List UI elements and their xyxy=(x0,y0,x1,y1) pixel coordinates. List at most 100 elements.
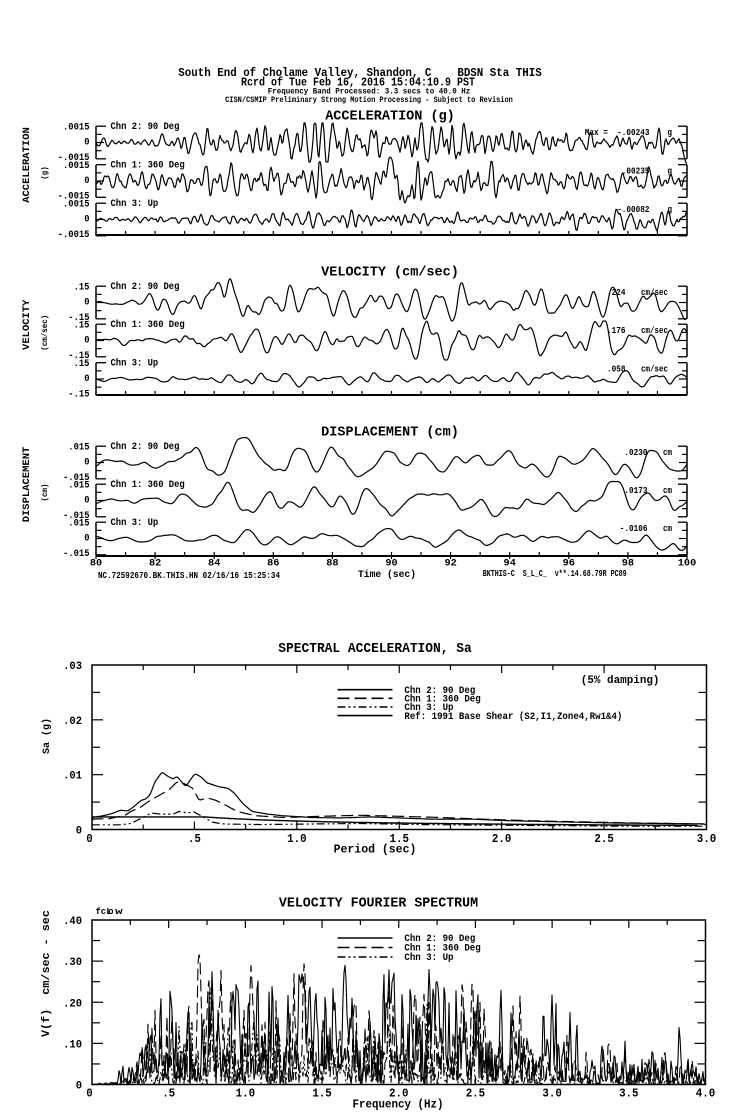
svg-text:2.5: 2.5 xyxy=(594,832,614,846)
svg-text:(5% damping): (5% damping) xyxy=(581,675,660,687)
svg-text:Chn 1: 360 Deg: Chn 1: 360 Deg xyxy=(111,319,185,331)
svg-text:86: 86 xyxy=(267,558,279,570)
svg-text:-.0015: -.0015 xyxy=(58,192,90,203)
svg-text:g: g xyxy=(668,204,673,215)
svg-text:-.015: -.015 xyxy=(63,549,90,560)
svg-text:VELOCITY (cm/sec): VELOCITY (cm/sec) xyxy=(321,266,459,281)
svg-text:1.0: 1.0 xyxy=(287,832,307,846)
svg-text:1.0: 1.0 xyxy=(236,1087,256,1101)
svg-text:.5: .5 xyxy=(188,832,201,846)
svg-text:BKTHIS-C S_L_C_ v**.14.68.79: BKTHIS-C S_L_C_ v**.14.68.79R PC89 xyxy=(483,569,627,579)
svg-text:.0015: .0015 xyxy=(63,161,90,172)
svg-text:Chn 1: 360 Deg: Chn 1: 360 Deg xyxy=(404,943,480,955)
svg-text:SPECTRAL ACCELERATION, Sa: SPECTRAL ACCELERATION, Sa xyxy=(278,642,472,657)
svg-text:-.0106: -.0106 xyxy=(620,523,648,534)
svg-text:Chn 1: 360 Deg: Chn 1: 360 Deg xyxy=(404,694,480,706)
svg-text:.015: .015 xyxy=(68,519,89,530)
svg-text:96: 96 xyxy=(563,558,575,570)
svg-text:0: 0 xyxy=(76,826,82,838)
svg-text:.03: .03 xyxy=(63,661,82,673)
svg-text:Chn 3: Up: Chn 3: Up xyxy=(111,198,159,210)
svg-text:-.00082: -.00082 xyxy=(617,204,650,215)
svg-text:92: 92 xyxy=(444,558,456,570)
svg-text:VELOCITY: VELOCITY xyxy=(21,299,33,350)
svg-text:Chn 3: Up: Chn 3: Up xyxy=(404,702,453,714)
svg-text:2.0: 2.0 xyxy=(389,1087,409,1101)
svg-text:.40: .40 xyxy=(63,916,82,928)
svg-text:fc: fc xyxy=(96,907,107,917)
svg-text:Period (sec): Period (sec) xyxy=(334,844,417,857)
svg-text:Time (sec): Time (sec) xyxy=(358,569,416,581)
svg-text:Frequency Band Processed: 3.3: Frequency Band Processed: 3.3 secs to 40… xyxy=(268,87,471,97)
svg-text:1.5: 1.5 xyxy=(390,832,410,846)
svg-text:-.015: -.015 xyxy=(63,473,90,484)
svg-text:cm/sec: cm/sec xyxy=(641,325,668,336)
svg-text:(g): (g) xyxy=(41,166,50,180)
svg-text:(cm/sec): (cm/sec) xyxy=(41,315,50,351)
svg-text:.0015: .0015 xyxy=(63,123,90,134)
svg-text:.015: .015 xyxy=(68,481,89,492)
svg-text:Chn 2: 90 Deg: Chn 2: 90 Deg xyxy=(404,933,475,945)
svg-text:o: o xyxy=(108,907,113,917)
svg-text:Chn 3: Up: Chn 3: Up xyxy=(111,358,159,370)
svg-text:0: 0 xyxy=(84,297,89,308)
svg-text:2.5: 2.5 xyxy=(466,1087,486,1101)
svg-text:0: 0 xyxy=(84,457,89,468)
svg-text:3.0: 3.0 xyxy=(542,1087,562,1101)
svg-text:0: 0 xyxy=(84,335,89,346)
svg-text:2.0: 2.0 xyxy=(492,832,512,846)
svg-text:.0173: .0173 xyxy=(624,485,647,496)
svg-text:.00235: .00235 xyxy=(622,166,650,177)
svg-text:-.0015: -.0015 xyxy=(58,153,90,164)
svg-text:Rcrd of Tue Feb 16, 2016 15:04: Rcrd of Tue Feb 16, 2016 15:04:10.9 PST xyxy=(241,77,475,90)
svg-text:0: 0 xyxy=(86,832,93,846)
svg-text:82: 82 xyxy=(149,558,161,570)
svg-text:.058: .058 xyxy=(607,364,626,375)
svg-text:0: 0 xyxy=(84,176,89,187)
svg-text:DISPLACEMENT (cm): DISPLACEMENT (cm) xyxy=(321,426,459,441)
svg-text:.15: .15 xyxy=(74,359,90,370)
svg-text:cm/sec: cm/sec xyxy=(641,364,668,375)
svg-text:w: w xyxy=(115,907,123,917)
svg-text:Chn 1: 360 Deg: Chn 1: 360 Deg xyxy=(111,479,185,491)
svg-text:.10: .10 xyxy=(63,1039,82,1051)
svg-text:90: 90 xyxy=(385,558,397,570)
svg-text:94: 94 xyxy=(504,558,516,570)
svg-text:0: 0 xyxy=(84,374,89,385)
svg-text:ACCELERATION (g): ACCELERATION (g) xyxy=(325,110,455,125)
svg-text:V(f) cm/sec - sec: V(f) cm/sec - sec xyxy=(41,910,53,1037)
svg-text:South End of Cholame Valley, S: South End of Cholame Valley, Shandon, C … xyxy=(178,67,541,80)
svg-text:cm: cm xyxy=(663,485,672,496)
svg-text:84: 84 xyxy=(208,558,220,570)
svg-text:3.5: 3.5 xyxy=(619,1087,639,1101)
svg-text:ACCELERATION: ACCELERATION xyxy=(21,127,33,203)
svg-text:Max = -.00243: Max = -.00243 xyxy=(585,127,650,138)
svg-text:Chn 1: 360 Deg: Chn 1: 360 Deg xyxy=(111,160,185,172)
svg-text:Chn 2: 90 Deg: Chn 2: 90 Deg xyxy=(111,281,180,293)
svg-text:Chn 3: Up: Chn 3: Up xyxy=(111,517,159,529)
svg-text:0: 0 xyxy=(84,214,89,225)
svg-text:3.0: 3.0 xyxy=(697,832,717,846)
svg-text:L: L xyxy=(106,907,111,917)
svg-text:VELOCITY FOURIER SPECTRUM: VELOCITY FOURIER SPECTRUM xyxy=(279,897,478,912)
svg-text:.15: .15 xyxy=(74,321,90,332)
svg-text:.30: .30 xyxy=(63,957,82,969)
svg-text:Chn 2: 90 Deg: Chn 2: 90 Deg xyxy=(111,441,180,453)
svg-text:-.15: -.15 xyxy=(68,313,89,324)
svg-text:1.5: 1.5 xyxy=(312,1087,332,1101)
svg-text:98: 98 xyxy=(622,558,634,570)
svg-text:g: g xyxy=(668,127,673,138)
svg-text:-.015: -.015 xyxy=(63,511,90,522)
svg-text:.176: .176 xyxy=(607,325,626,336)
svg-text:-.15: -.15 xyxy=(68,390,89,401)
svg-text:-.15: -.15 xyxy=(68,351,89,362)
svg-text:0: 0 xyxy=(84,533,89,544)
svg-text:DISPLACEMENT: DISPLACEMENT xyxy=(21,447,33,523)
svg-text:.02: .02 xyxy=(63,716,82,728)
svg-text:.20: .20 xyxy=(63,998,82,1010)
svg-text:Chn 2: 90 Deg: Chn 2: 90 Deg xyxy=(111,121,180,133)
svg-text:88: 88 xyxy=(326,558,338,570)
svg-text:.0015: .0015 xyxy=(63,200,90,211)
svg-text:-.0015: -.0015 xyxy=(58,230,90,241)
svg-text:0: 0 xyxy=(76,1081,82,1093)
